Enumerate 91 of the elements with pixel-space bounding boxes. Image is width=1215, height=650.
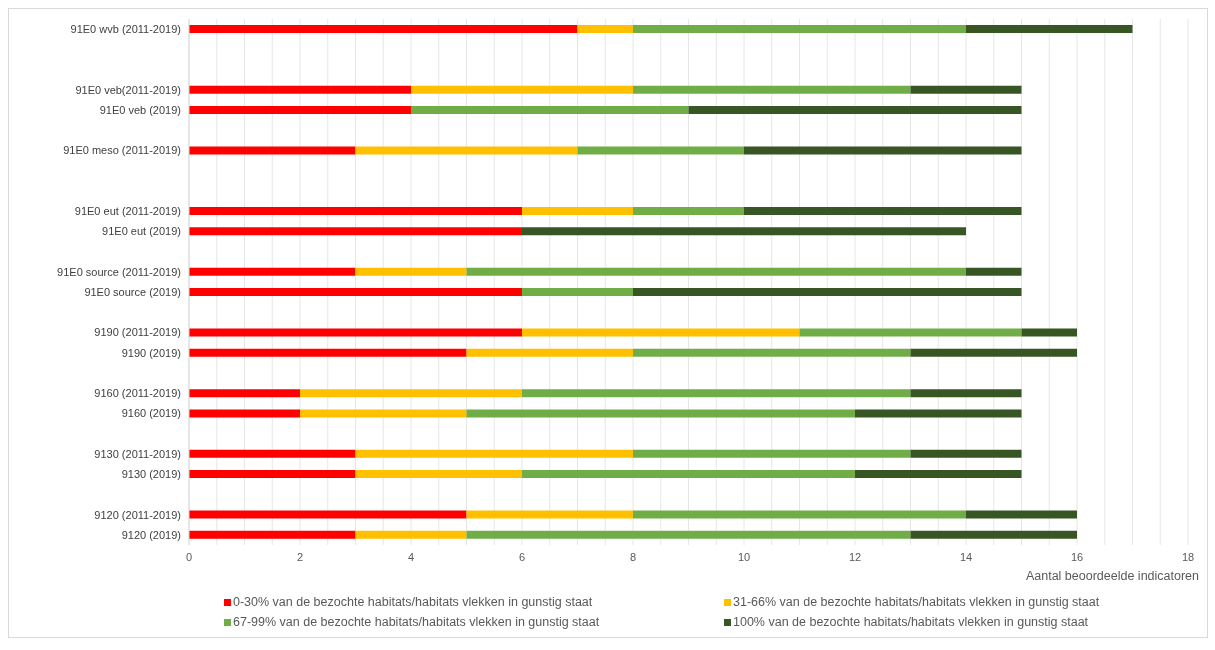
bar (522, 227, 966, 236)
bar (688, 105, 1022, 114)
y-tick-label: 91E0 eut (2019) (102, 225, 181, 238)
bar (910, 530, 1077, 539)
bar (189, 25, 578, 33)
y-tick-label: 9160 (2019) (121, 407, 181, 420)
x-tick-label: 14 (959, 550, 973, 563)
bar (522, 389, 911, 398)
bar (522, 207, 633, 216)
bar (633, 449, 911, 458)
x-tick-label: 6 (518, 550, 526, 563)
bar (189, 449, 356, 458)
y-tick-label: 9120 (2019) (121, 528, 181, 541)
bar (466, 267, 966, 276)
bar (633, 207, 744, 216)
y-tick-label: 91E0 eut (2011-2019) (74, 205, 181, 218)
bar (966, 267, 1022, 276)
y-tick-label: 91E0 source (2011-2019) (57, 265, 181, 278)
bar (522, 288, 633, 296)
bar (966, 25, 1133, 33)
x-tick-label: 8 (629, 550, 637, 563)
bar (189, 207, 522, 216)
x-tick-label: 0 (185, 550, 193, 563)
bar (577, 146, 744, 155)
y-tick-label: 91E0 source (2019) (84, 286, 181, 299)
y-tick-label: 91E0 wvb (2011-2019) (70, 23, 181, 36)
y-tick-label: 9130 (2019) (121, 468, 181, 481)
bar (189, 470, 356, 479)
bar (522, 328, 800, 337)
bar (577, 25, 633, 33)
bar (355, 267, 467, 276)
bar (633, 288, 1022, 296)
bar (300, 389, 522, 398)
bar (189, 409, 300, 418)
bar (189, 227, 522, 236)
legend-label: 67-99% van de bezochte habitats/habitats vlekken in gunstig staat (233, 615, 600, 629)
bar (910, 348, 1077, 357)
bar (189, 389, 300, 398)
bar (744, 146, 1022, 155)
bar (411, 85, 633, 94)
bar (855, 470, 1022, 479)
x-tick-label: 12 (848, 550, 862, 563)
bar (1021, 328, 1077, 337)
bar (300, 409, 467, 418)
x-tick-label: 2 (296, 550, 304, 563)
bar (355, 449, 633, 458)
y-tick-label: 91E0 veb(2011-2019) (75, 83, 181, 96)
bar (189, 288, 522, 296)
bar (744, 207, 1022, 216)
bar (466, 530, 911, 539)
x-tick-label: 4 (407, 550, 415, 563)
bar (799, 328, 1022, 337)
bar (411, 105, 689, 114)
legend-label: 31-66% van de bezochte habitats/habitats vlekken in gunstig staat (733, 595, 1100, 609)
y-tick-label: 9190 (2019) (121, 346, 181, 359)
bar (355, 470, 522, 479)
x-tick-label: 10 (737, 550, 751, 563)
bar (633, 25, 966, 33)
bar (633, 348, 911, 357)
bar (189, 267, 356, 276)
x-axis-title: Aantal beoordeelde indicatoren (1024, 569, 1200, 583)
bar (189, 510, 467, 519)
y-tick-label: 9120 (2011-2019) (94, 508, 181, 521)
bar (189, 85, 411, 94)
bar (189, 348, 467, 357)
x-tick-label: 16 (1070, 550, 1084, 563)
bar (355, 146, 578, 155)
bar (189, 146, 356, 155)
bar (522, 470, 855, 479)
bar (189, 530, 356, 539)
bar (633, 510, 966, 519)
bar (466, 510, 633, 519)
y-tick-label: 91E0 veb (2019) (99, 103, 181, 116)
bar (355, 530, 467, 539)
legend-label: 100% van de bezochte habitats/habitats vlekken in gunstig staat (733, 615, 1089, 629)
y-tick-label: 91E0 meso (2011-2019) (63, 144, 181, 157)
y-tick-label: 9160 (2011-2019) (94, 387, 181, 400)
legend-label: 0-30% van de bezochte habitats/habitats vlekken in gunstig staat (233, 595, 593, 609)
x-tick-label: 18 (1181, 550, 1195, 563)
bar (189, 328, 522, 337)
bar (910, 85, 1022, 94)
bar (633, 85, 911, 94)
y-tick-label: 9130 (2011-2019) (94, 447, 181, 460)
bar (466, 348, 633, 357)
bar (910, 389, 1022, 398)
bar (855, 409, 1022, 418)
bar (910, 449, 1022, 458)
y-tick-label: 9190 (2011-2019) (94, 326, 181, 339)
bar (966, 510, 1077, 519)
bar (466, 409, 855, 418)
bar (189, 105, 411, 114)
